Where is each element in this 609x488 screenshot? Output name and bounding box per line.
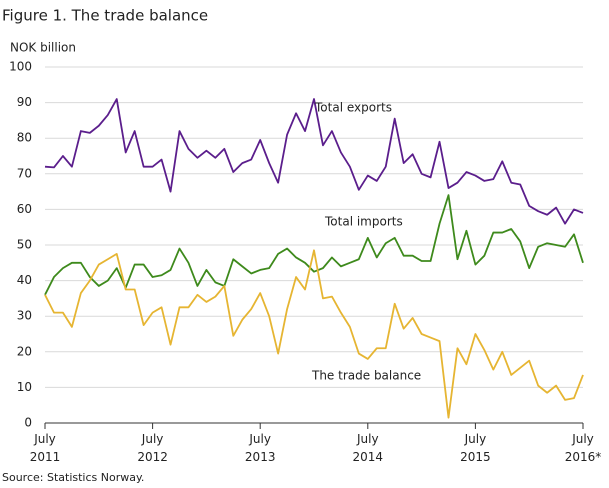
y-tick-label: 80 [17,131,32,145]
chart-title: Figure 1. The trade balance [2,7,208,25]
y-tick-label: 40 [17,273,32,287]
y-tick-label: 100 [9,60,32,74]
series-label: Total exports [314,101,392,115]
x-tick-label: July 2015 [460,432,491,464]
y-tick-label: 10 [17,380,32,394]
y-tick-label: 50 [17,238,32,252]
y-tick-label: 20 [17,344,32,358]
y-tick-label: 70 [17,166,32,180]
series-line [44,249,584,419]
series-line [44,194,584,296]
y-tick-label: 0 [24,416,32,430]
y-tick-label: 60 [17,202,32,216]
x-tick-label: July 2016* [565,432,602,464]
x-tick-label: July 2012 [137,432,168,464]
y-axis-label: NOK billion [10,41,76,55]
source: Source: Statistics Norway. [2,471,144,484]
y-tick-label: 90 [17,95,32,109]
x-tick-label: July 2013 [245,432,276,464]
series-line [44,98,584,225]
x-tick-label: July 2014 [353,432,384,464]
y-tick-label: 30 [17,309,32,323]
series-label: The trade balance [311,369,421,383]
x-tick-label: July 2011 [30,432,61,464]
series-label: Total imports [324,215,403,229]
